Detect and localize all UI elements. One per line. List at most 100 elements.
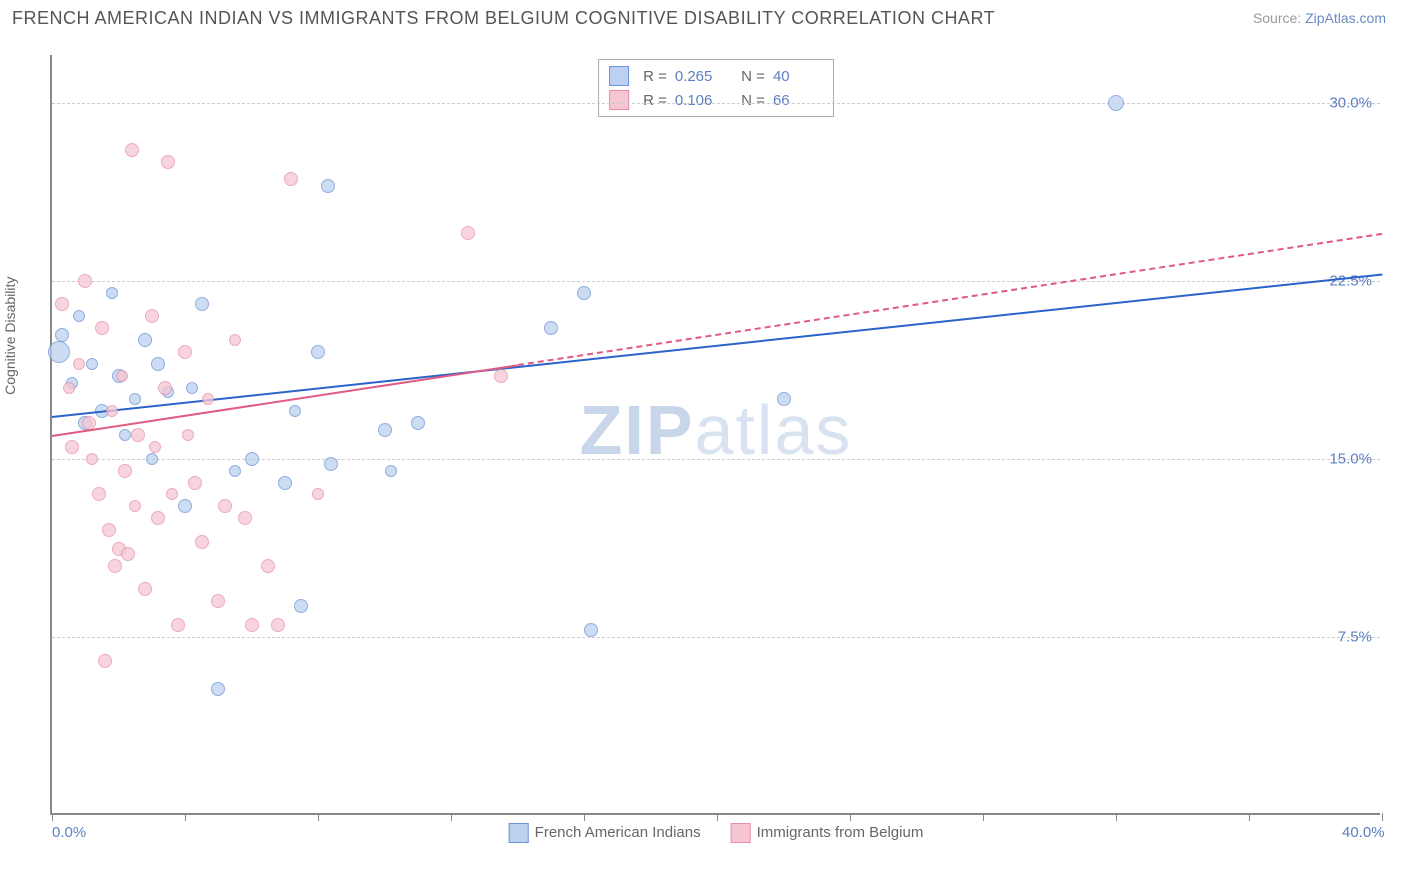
- data-point: [116, 370, 128, 382]
- data-point: [271, 618, 285, 632]
- data-point: [211, 682, 225, 696]
- data-point: [411, 416, 425, 430]
- data-point: [245, 618, 259, 632]
- data-point: [161, 155, 175, 169]
- data-point: [129, 500, 141, 512]
- x-tick: [185, 813, 186, 821]
- x-tick: [318, 813, 319, 821]
- x-tick: [52, 813, 53, 821]
- data-point: [312, 488, 324, 500]
- series-legend: French American Indians Immigrants from B…: [509, 823, 924, 843]
- data-point: [494, 369, 508, 383]
- data-point: [178, 345, 192, 359]
- legend-swatch: [609, 90, 629, 110]
- data-point: [186, 382, 198, 394]
- x-tick: [584, 813, 585, 821]
- trend-line: [52, 274, 1382, 418]
- data-point: [238, 511, 252, 525]
- correlation-legend: R = 0.265 N = 40R = 0.106 N = 66: [598, 59, 834, 117]
- plot-area: ZIPatlas R = 0.265 N = 40R = 0.106 N = 6…: [50, 55, 1380, 815]
- data-point: [261, 559, 275, 573]
- legend-r-label: R =: [643, 92, 667, 109]
- data-point: [195, 535, 209, 549]
- x-tick: [1382, 813, 1383, 821]
- data-point: [55, 328, 69, 342]
- legend-series-name: Immigrants from Belgium: [757, 824, 924, 841]
- source-attribution: Source: ZipAtlas.com: [1253, 10, 1386, 26]
- x-tick-label: 0.0%: [52, 824, 86, 841]
- data-point: [158, 381, 172, 395]
- data-point: [73, 310, 85, 322]
- source-value: ZipAtlas.com: [1305, 10, 1386, 26]
- data-point: [278, 476, 292, 490]
- data-point: [95, 321, 109, 335]
- x-tick: [983, 813, 984, 821]
- watermark-light: atlas: [695, 391, 853, 469]
- data-point: [461, 226, 475, 240]
- legend-swatch: [509, 823, 529, 843]
- y-tick-label: 7.5%: [1338, 628, 1372, 645]
- data-point: [118, 464, 132, 478]
- data-point: [138, 333, 152, 347]
- chart-title: FRENCH AMERICAN INDIAN VS IMMIGRANTS FRO…: [12, 8, 995, 29]
- data-point: [108, 559, 122, 573]
- source-label: Source:: [1253, 10, 1301, 26]
- gridline: [52, 103, 1380, 104]
- data-point: [171, 618, 185, 632]
- legend-n-label: N =: [733, 92, 765, 109]
- data-point: [63, 382, 75, 394]
- y-tick-label: 15.0%: [1329, 450, 1372, 467]
- legend-n-value: 40: [773, 68, 823, 85]
- data-point: [378, 423, 392, 437]
- data-point: [145, 309, 159, 323]
- gridline: [52, 637, 1380, 638]
- data-point: [584, 623, 598, 637]
- x-tick: [717, 813, 718, 821]
- data-point: [182, 429, 194, 441]
- y-axis-label: Cognitive Disability: [2, 277, 18, 395]
- legend-r-value: 0.106: [675, 92, 725, 109]
- data-point: [289, 405, 301, 417]
- trend-line-dashed: [517, 233, 1382, 366]
- data-point: [777, 392, 791, 406]
- data-point: [1108, 95, 1124, 111]
- watermark-bold: ZIP: [580, 391, 695, 469]
- y-tick-label: 30.0%: [1329, 94, 1372, 111]
- data-point: [65, 440, 79, 454]
- data-point: [195, 297, 209, 311]
- data-point: [98, 654, 112, 668]
- data-point: [202, 393, 214, 405]
- gridline: [52, 281, 1380, 282]
- data-point: [188, 476, 202, 490]
- legend-item: Immigrants from Belgium: [731, 823, 924, 843]
- data-point: [149, 441, 161, 453]
- data-point: [211, 594, 225, 608]
- x-tick: [850, 813, 851, 821]
- x-tick: [1249, 813, 1250, 821]
- data-point: [102, 523, 116, 537]
- legend-swatch: [609, 66, 629, 86]
- data-point: [151, 357, 165, 371]
- data-point: [151, 511, 165, 525]
- data-point: [284, 172, 298, 186]
- data-point: [218, 499, 232, 513]
- data-point: [166, 488, 178, 500]
- data-point: [106, 405, 118, 417]
- legend-swatch: [731, 823, 751, 843]
- data-point: [86, 453, 98, 465]
- data-point: [92, 487, 106, 501]
- data-point: [544, 321, 558, 335]
- data-point: [577, 286, 591, 300]
- data-point: [321, 179, 335, 193]
- legend-item: French American Indians: [509, 823, 701, 843]
- data-point: [311, 345, 325, 359]
- data-point: [125, 143, 139, 157]
- data-point: [86, 358, 98, 370]
- data-point: [121, 547, 135, 561]
- legend-n-label: N =: [733, 68, 765, 85]
- data-point: [48, 341, 70, 363]
- x-tick-label: 40.0%: [1342, 824, 1385, 841]
- data-point: [106, 287, 118, 299]
- legend-series-name: French American Indians: [535, 824, 701, 841]
- x-tick: [1116, 813, 1117, 821]
